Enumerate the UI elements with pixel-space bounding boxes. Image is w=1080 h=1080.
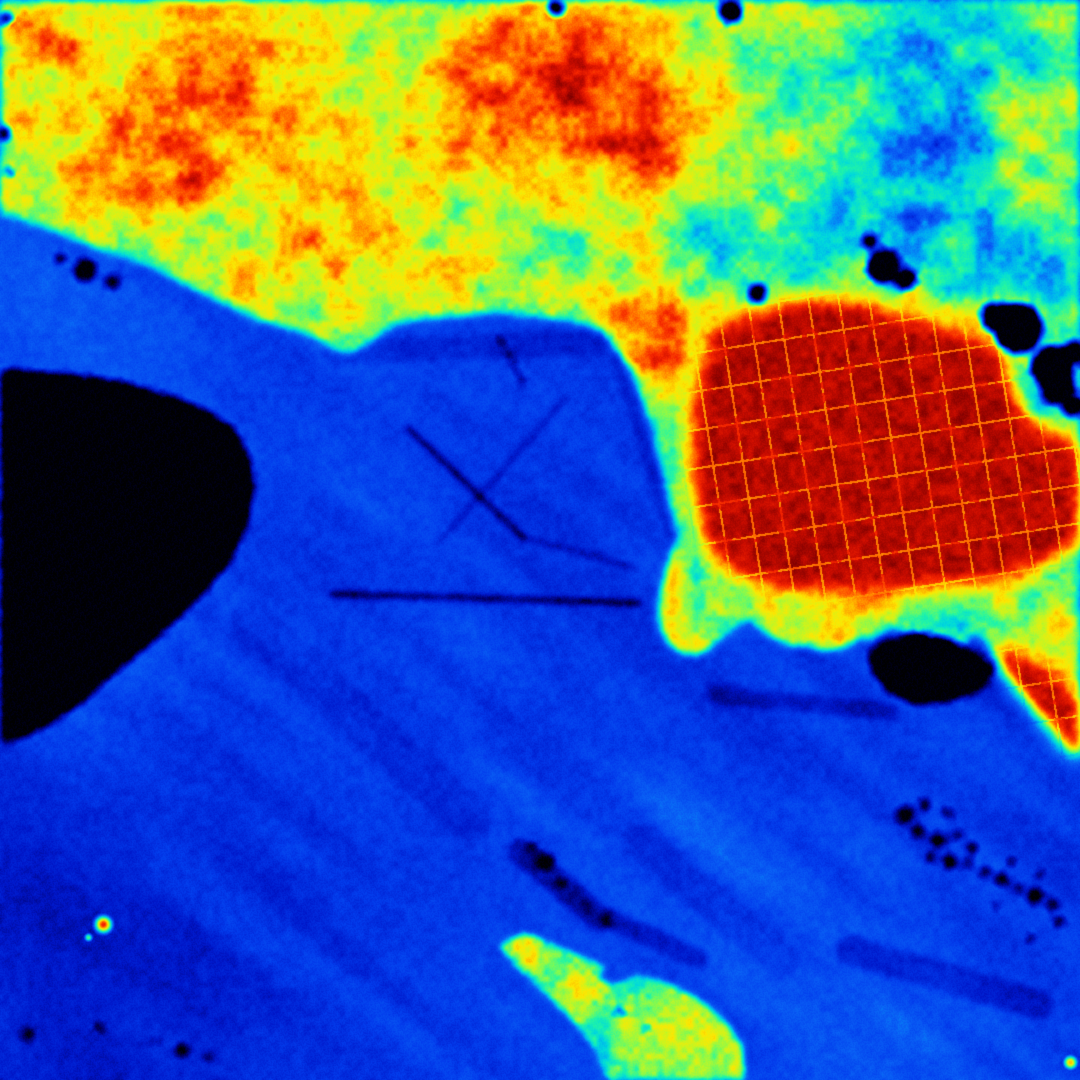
thermal-satellite-image-canvas [0, 0, 1080, 1080]
thermal-satellite-image [0, 0, 1080, 1080]
